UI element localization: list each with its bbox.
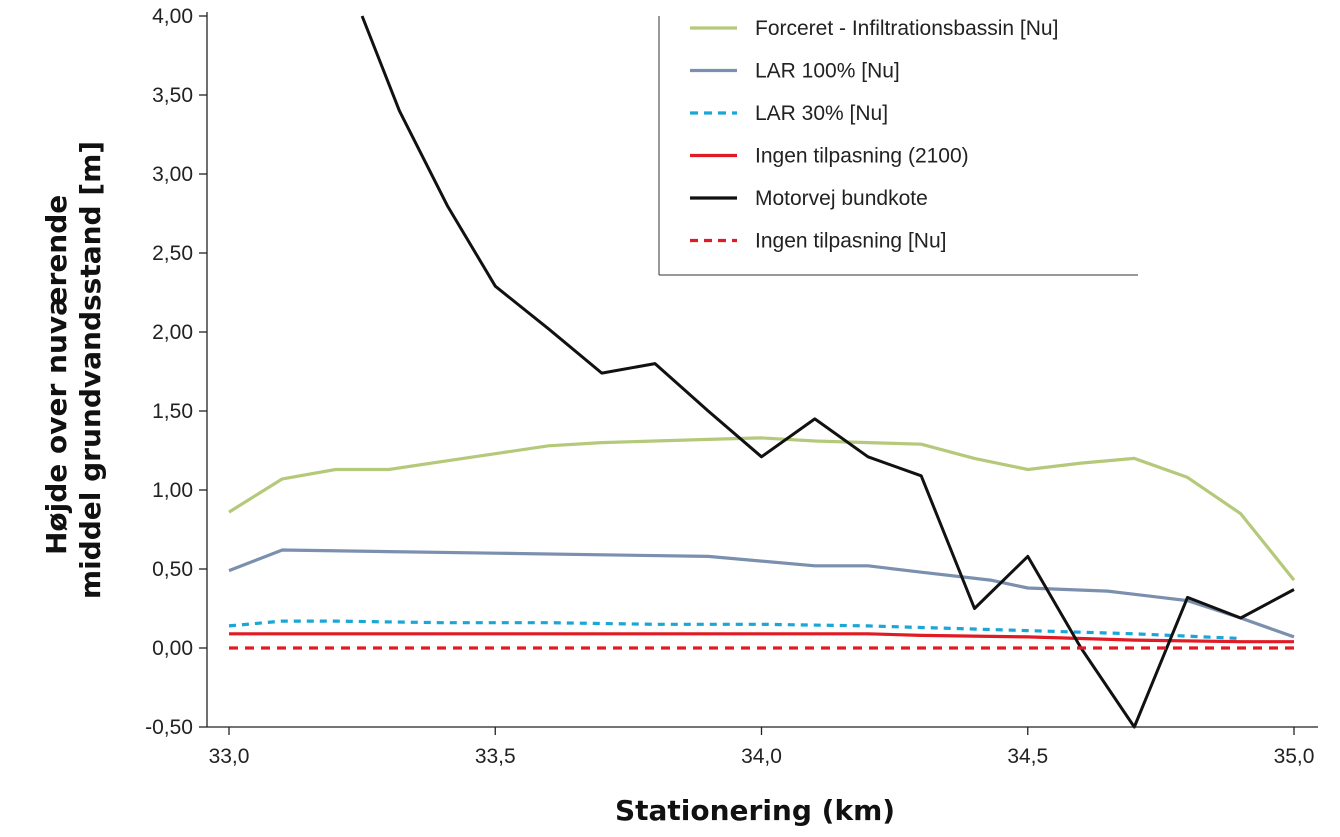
legend-label-3: LAR 30% [Nu]: [755, 102, 888, 125]
x-axis-title: Stationering (km): [615, 794, 895, 827]
x-tick-label: 34,5: [1007, 745, 1048, 768]
x-tick-label: 33,0: [209, 745, 250, 768]
axes: -0,50 0,00 0,50 1,00 1,50 2,00 2,50 3,00 3,50 4,0…: [145, 5, 1318, 768]
legend: Forceret - Infiltrationsbassin [Nu] LAR 1…: [658, 16, 1138, 276]
series-line-4: [229, 632, 1294, 644]
y-tick-label: 0,00: [152, 637, 193, 660]
x-tick-label: 35,0: [1274, 745, 1315, 768]
series-line-2: [228, 548, 1295, 639]
y-tick-label: 4,00: [152, 5, 193, 28]
series-line-3: [228, 619, 1241, 641]
y-tick-label: 2,00: [152, 321, 193, 344]
y-tick-label: 3,50: [152, 84, 193, 107]
legend-label-2: LAR 100% [Nu]: [755, 60, 900, 83]
x-tick-label: 34,0: [741, 745, 782, 768]
y-tick-label: -0,50: [145, 716, 193, 739]
x-tick-label: 33,5: [475, 745, 516, 768]
y-axis-title-line2: middel grundvandsstand [m]: [74, 141, 107, 599]
series-line-1: [228, 436, 1296, 582]
y-tick-label: 3,00: [152, 163, 193, 186]
legend-label-1: Forceret - Infiltrationsbassin [Nu]: [755, 17, 1058, 40]
legend-label-5: Motorvej bundkote: [755, 187, 928, 210]
y-tick-label: 0,50: [152, 558, 193, 581]
y-tick-label: 2,50: [152, 242, 193, 265]
y-tick-label: 1,00: [152, 479, 193, 502]
legend-label-6: Ingen tilpasning [Nu]: [755, 230, 946, 253]
legend-label-4: Ingen tilpasning (2100): [755, 145, 969, 168]
y-axis-title: Højde over nuværende middel grundvandsst…: [40, 141, 107, 599]
y-axis-title-line1: Højde over nuværende: [40, 195, 73, 555]
y-tick-label: 1,50: [152, 400, 193, 423]
